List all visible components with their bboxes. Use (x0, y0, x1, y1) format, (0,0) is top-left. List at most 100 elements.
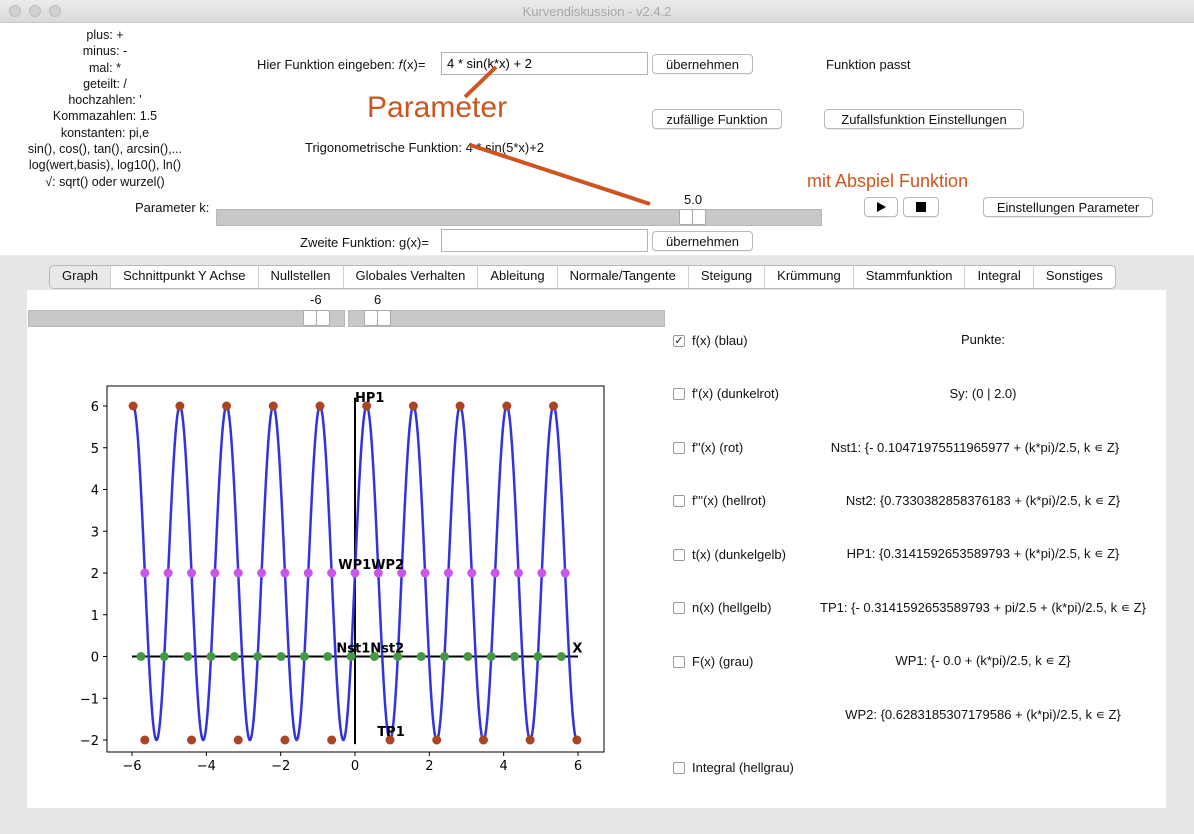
y-tick-label: 3 (91, 525, 99, 540)
max-point (128, 401, 138, 411)
parameter-value: 5.0 (684, 192, 703, 207)
zero-point (136, 652, 146, 661)
apply-function-button[interactable]: übernehmen (652, 54, 753, 74)
slider-thumb[interactable] (692, 209, 706, 225)
x-tick-label: −2 (271, 759, 290, 774)
play-annotation: mit Abspiel Funktion (807, 171, 969, 191)
slider-thumb[interactable] (679, 209, 693, 225)
minimize-window-button[interactable] (29, 5, 41, 17)
close-window-button[interactable] (9, 5, 21, 17)
tab-nullstellen[interactable]: Nullstellen (259, 266, 344, 288)
tab-stammfunktion[interactable]: Stammfunktion (854, 266, 966, 288)
play-icon (877, 202, 886, 212)
inflection-point (420, 568, 430, 578)
range-min-slider[interactable] (28, 310, 345, 327)
checkbox-box[interactable]: ✓ (673, 334, 685, 347)
zero-point (159, 652, 169, 661)
max-point (222, 401, 232, 411)
parameter-settings-button[interactable]: Einstellungen Parameter (983, 197, 1153, 217)
inflection-point (140, 568, 150, 578)
point-nst1: Nst1: {- 0.10471975511965977 + (k*pi)/2.… (830, 440, 1120, 455)
max-point (268, 401, 278, 411)
x-tick-label: 4 (500, 759, 508, 774)
checkbox-f2x[interactable]: f''(x) (rot) (673, 440, 743, 455)
checkbox-label: t(x) (dunkelgelb) (692, 547, 786, 562)
point-sy: Sy: (0 | 2.0) (949, 386, 1017, 401)
inflection-point (187, 568, 197, 578)
checkbox-box[interactable] (673, 441, 685, 454)
checkbox-box[interactable] (673, 494, 685, 507)
apply-second-function-button[interactable]: übernehmen (652, 231, 753, 251)
syntax-help: plus: + minus: - mal: * geteilt: / hochz… (0, 27, 210, 190)
checkbox-box[interactable] (673, 655, 685, 668)
point-label: TP1 (377, 725, 404, 740)
max-point (362, 401, 372, 411)
help-line: mal: * (89, 60, 121, 75)
checkbox-box[interactable] (673, 548, 685, 561)
checkbox-f3x[interactable]: f'''(x) (hellrot) (673, 493, 766, 508)
inflection-point (397, 568, 407, 578)
zero-point (346, 652, 356, 661)
checkbox-label: n(x) (hellgelb) (692, 600, 772, 615)
inflection-point (513, 568, 523, 578)
point-label: X (572, 641, 582, 656)
checkbox-label: f'''(x) (hellrot) (692, 493, 766, 508)
zero-point (369, 652, 379, 661)
annotation-line (469, 143, 651, 206)
checkbox-integral[interactable]: Integral (hellgrau) (673, 760, 794, 775)
min-point (187, 735, 197, 745)
slider-thumb[interactable] (303, 310, 317, 326)
point-label: WP1WP2 (338, 558, 404, 573)
checkbox-fx[interactable]: ✓ f(x) (blau) (673, 333, 748, 348)
parameter-slider[interactable] (216, 209, 822, 226)
inflection-point (210, 568, 220, 578)
min-point (525, 735, 535, 745)
point-tp1: TP1: {- 0.3141592653589793 + pi/2.5 + (k… (820, 600, 1146, 615)
second-function-input[interactable] (441, 229, 648, 252)
checkbox-f1x[interactable]: f'(x) (dunkelrot) (673, 386, 779, 401)
random-function-button[interactable]: zufällige Funktion (652, 109, 782, 129)
play-button[interactable] (864, 197, 898, 217)
max-point (502, 401, 512, 411)
tab-sonstiges[interactable]: Sonstiges (1045, 268, 1103, 283)
function-input-label: Hier Funktion eingeben: 𝑓(x)= (257, 57, 426, 72)
tab-normale-tangente[interactable]: Normale/Tangente (558, 266, 689, 288)
checkbox-box[interactable] (673, 761, 685, 774)
tab-schnittpunkt-y[interactable]: Schnittpunkt Y Achse (111, 266, 259, 288)
min-point (280, 735, 290, 745)
inflection-point (443, 568, 453, 578)
checkbox-tx[interactable]: t(x) (dunkelgelb) (673, 547, 786, 562)
slider-thumb[interactable] (377, 310, 391, 326)
min-point (385, 735, 395, 745)
zoom-window-button[interactable] (49, 5, 61, 17)
slider-thumb[interactable] (364, 310, 378, 326)
checkbox-label: Integral (hellgrau) (692, 760, 794, 775)
tab-globales-verhalten[interactable]: Globales Verhalten (344, 266, 479, 288)
checkbox-label: F(x) (grau) (692, 654, 754, 669)
tab-kruemmung[interactable]: Krümmung (765, 266, 854, 288)
point-hp1: HP1: {0.3141592653589793 + (k*pi)/2.5, k… (846, 546, 1120, 561)
tab-steigung[interactable]: Steigung (689, 266, 766, 288)
min-point (140, 735, 150, 745)
zero-point (276, 652, 286, 661)
inflection-point (467, 568, 477, 578)
max-point (408, 401, 418, 411)
checkbox-box[interactable] (673, 601, 685, 614)
inflection-point (163, 568, 173, 578)
tab-integral[interactable]: Integral (965, 266, 1034, 288)
checkbox-Fx[interactable]: F(x) (grau) (673, 654, 753, 669)
random-settings-button[interactable]: Zufallsfunktion Einstellungen (824, 109, 1024, 129)
parameter-label: Parameter k: (135, 200, 210, 215)
range-max-slider[interactable] (348, 310, 665, 327)
slider-thumb[interactable] (316, 310, 330, 326)
checkbox-nx[interactable]: n(x) (hellgelb) (673, 600, 771, 615)
annotation-line (463, 65, 498, 99)
tab-ableitung[interactable]: Ableitung (478, 266, 558, 288)
point-wp1: WP1: {- 0.0 + (k*pi)/2.5, k ∊ Z} (895, 653, 1071, 668)
stop-button[interactable] (903, 197, 939, 217)
range-min-value: -6 (310, 292, 322, 307)
min-point (478, 735, 488, 745)
tab-graph[interactable]: Graph (50, 266, 112, 288)
help-line: Kommazahlen: 1.5 (52, 109, 158, 124)
checkbox-box[interactable] (673, 387, 685, 400)
